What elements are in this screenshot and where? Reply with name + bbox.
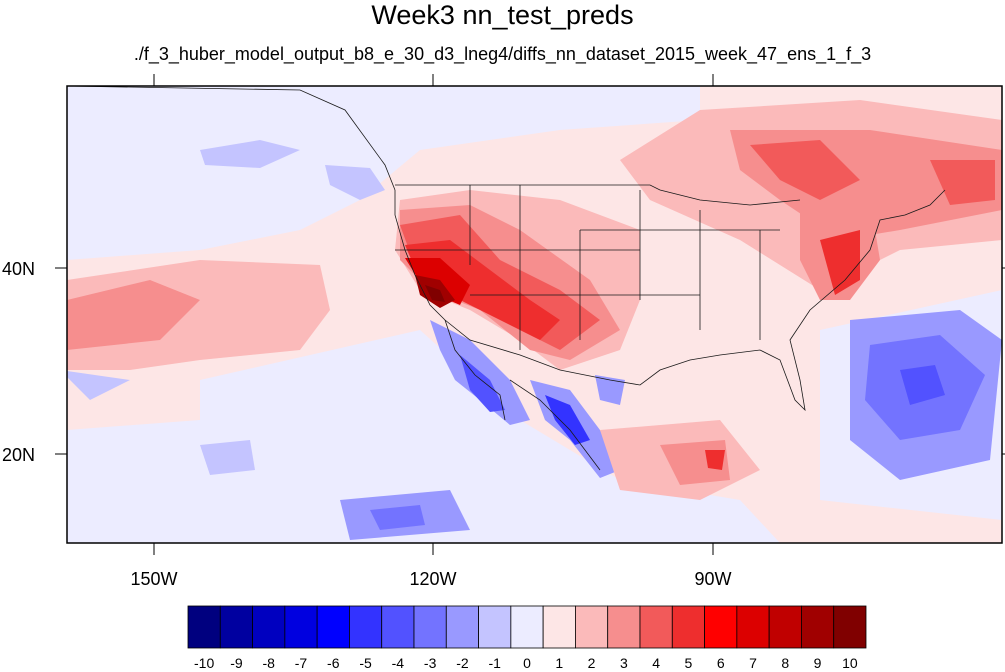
colorbar-swatch (575, 605, 609, 649)
colorbar-tick-label: 2 (588, 655, 596, 671)
colorbar: -10 -9 -8 -7 -6 -5 -4 -3 -2 -1 0 1 2 3 4 5 6 7 8 9 10 (187, 605, 867, 671)
colorbar-tick-label: -1 (488, 655, 501, 671)
colorbar-tick-label: -5 (359, 655, 372, 671)
colorbar-swatch (542, 605, 576, 649)
lon-label-120w: 120W (409, 569, 456, 589)
axis-ticks (55, 74, 1005, 555)
colorbar-swatch (349, 605, 383, 649)
lat-label-20n: 20N (2, 445, 35, 465)
lon-label-90w: 90W (694, 569, 731, 589)
colorbar-tick-label: 4 (652, 655, 660, 671)
colorbar-swatch (187, 605, 221, 649)
colorbar-tick-label: 5 (685, 655, 693, 671)
colorbar-tick-label: 7 (749, 655, 757, 671)
colorbar-tick-label: 6 (717, 655, 725, 671)
colorbar-swatch (284, 605, 318, 649)
colorbar-swatch (736, 605, 770, 649)
colorbar-tick-label: 1 (555, 655, 563, 671)
colorbar-tick-label: -2 (456, 655, 469, 671)
colorbar-swatch (704, 605, 738, 649)
colorbar-swatch (607, 605, 641, 649)
anomaly-field (67, 86, 1002, 543)
map-subtitle: ./f_3_huber_model_output_b8_e_30_d3_lneg… (133, 44, 872, 64)
colorbar-tick-label: -10 (194, 655, 214, 671)
colorbar-swatch (445, 605, 479, 649)
colorbar-tick-label: 0 (523, 655, 531, 671)
colorbar-swatch (219, 605, 253, 649)
colorbar-tick-label: -7 (295, 655, 308, 671)
map-title: Week3 nn_test_preds (371, 0, 634, 30)
lon-label-150w: 150W (130, 569, 177, 589)
colorbar-tick-label: 10 (842, 655, 858, 671)
colorbar-tick-label: -8 (262, 655, 275, 671)
map-frame (66, 85, 1003, 544)
colorbar-tick-label: 9 (814, 655, 822, 671)
colorbar-swatch (510, 605, 544, 649)
colorbar-tick-label: -3 (424, 655, 437, 671)
colorbar-swatch (316, 605, 350, 649)
colorbar-tick-label: 8 (781, 655, 789, 671)
colorbar-swatch (478, 605, 512, 649)
colorbar-swatch (639, 605, 673, 649)
colorbar-tick-label: -9 (230, 655, 243, 671)
lat-label-40n: 40N (2, 259, 35, 279)
colorbar-swatch (252, 605, 286, 649)
colorbar-swatch (671, 605, 705, 649)
coastlines (67, 86, 946, 471)
colorbar-swatch (801, 605, 835, 649)
colorbar-tick-label: 3 (620, 655, 628, 671)
colorbar-swatch (413, 605, 447, 649)
colorbar-tick-label: -6 (327, 655, 340, 671)
colorbar-swatch (381, 605, 415, 649)
colorbar-swatch (833, 605, 867, 649)
colorbar-tick-label: -4 (392, 655, 405, 671)
colorbar-swatch (768, 605, 802, 649)
